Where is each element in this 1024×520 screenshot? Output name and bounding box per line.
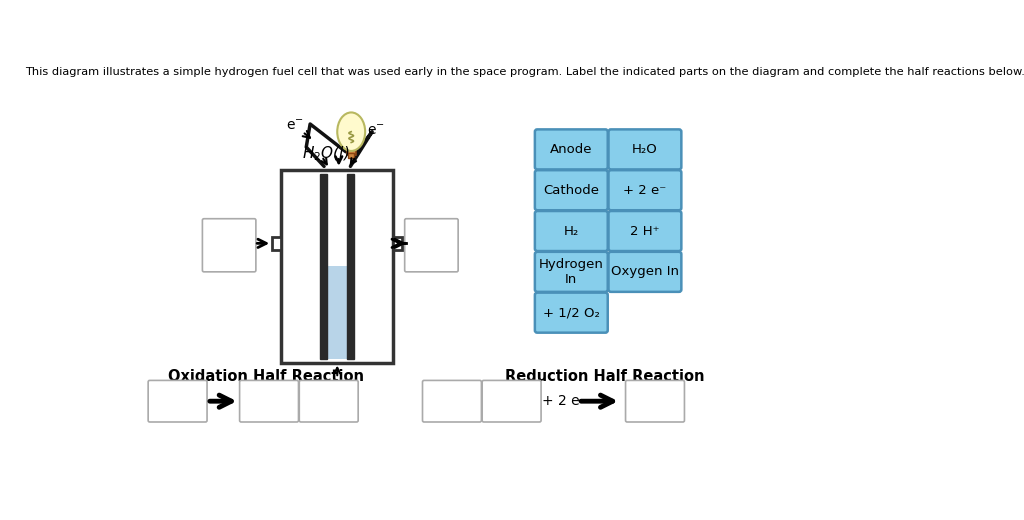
FancyBboxPatch shape [148,381,207,422]
FancyBboxPatch shape [240,381,299,422]
Text: This diagram illustrates a simple hydrogen fuel cell that was used early in the : This diagram illustrates a simple hydrog… [25,67,1024,77]
Text: e$^{-}$: e$^{-}$ [286,119,303,133]
Bar [348,153,354,158]
Bar [272,237,282,250]
FancyBboxPatch shape [404,219,458,272]
Text: Anode: Anode [550,143,593,156]
Text: Hydrogen
In: Hydrogen In [539,258,604,286]
Text: + 1/2 O₂: + 1/2 O₂ [543,306,600,319]
Text: + 2 e-: + 2 e- [543,394,585,408]
FancyBboxPatch shape [626,381,684,422]
FancyBboxPatch shape [608,129,681,170]
FancyBboxPatch shape [203,219,256,272]
Ellipse shape [337,112,366,151]
FancyBboxPatch shape [299,381,358,422]
Bar [346,144,356,155]
FancyBboxPatch shape [535,252,607,292]
FancyBboxPatch shape [482,381,541,422]
FancyBboxPatch shape [608,211,681,251]
Bar [321,174,328,359]
FancyBboxPatch shape [608,252,681,292]
FancyBboxPatch shape [535,293,607,333]
Text: Oxidation Half Reaction: Oxidation Half Reaction [168,369,364,384]
FancyBboxPatch shape [423,381,481,422]
Text: + 2 e⁻: + 2 e⁻ [624,184,667,197]
Text: H₂O: H₂O [632,143,657,156]
Text: e$^{-}$: e$^{-}$ [367,124,385,138]
Text: H₂: H₂ [563,225,579,238]
Text: Reduction Half Reaction: Reduction Half Reaction [505,369,705,384]
FancyBboxPatch shape [608,170,681,210]
FancyBboxPatch shape [535,170,607,210]
FancyBboxPatch shape [535,129,607,170]
Text: 2 H⁺: 2 H⁺ [630,225,659,238]
Text: H$_2$O($l$): H$_2$O($l$) [302,145,350,163]
Bar [282,170,393,363]
Bar [393,237,402,250]
Text: Cathode: Cathode [544,184,599,197]
Bar [328,266,347,359]
Bar [347,174,354,359]
FancyBboxPatch shape [535,211,607,251]
Text: Oxygen In: Oxygen In [611,265,679,278]
